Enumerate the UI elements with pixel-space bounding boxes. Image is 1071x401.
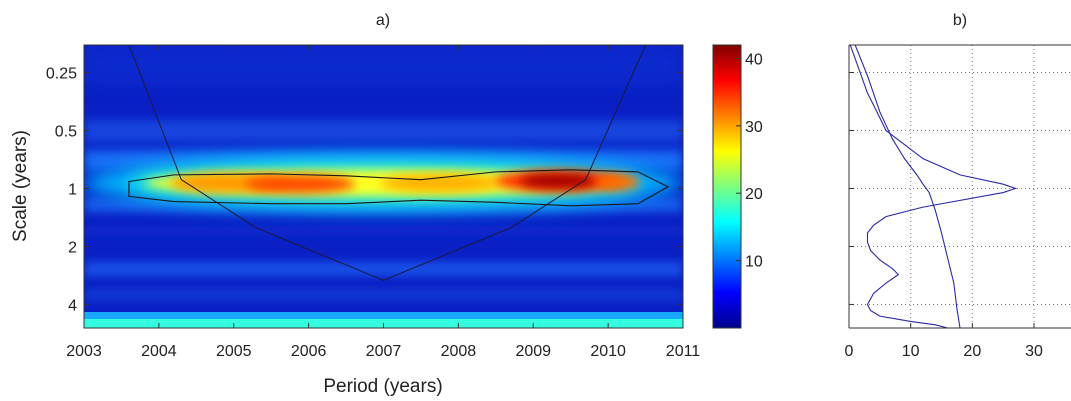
colorbar-tick-label: 20 — [745, 186, 763, 203]
x-tick-label: 2008 — [441, 343, 477, 360]
colorbar-tick-label: 30 — [745, 119, 763, 136]
x-tick-label: 10 — [902, 343, 920, 360]
x-tick-label: 0 — [845, 343, 854, 360]
x-tick-label: 2009 — [515, 343, 551, 360]
y-tick-label: 2 — [68, 239, 77, 256]
significance-contour — [128, 169, 670, 207]
colorbar-tick-label: 40 — [745, 51, 763, 68]
x-tick-label: 2005 — [216, 343, 252, 360]
x-tick-label: 2010 — [590, 343, 626, 360]
y-tick-label: 1 — [68, 181, 77, 198]
x-tick-label: 2003 — [66, 343, 102, 360]
cone-of-influence — [128, 45, 647, 281]
x-tick-label: 2006 — [291, 343, 327, 360]
y-tick-label: 4 — [68, 297, 77, 314]
panel-a-xlabel: Period (years) — [323, 376, 442, 397]
colorbar — [712, 44, 742, 329]
x-tick-label: 20 — [963, 343, 981, 360]
panel-b-axes: 0 10 20 30 — [845, 71, 1043, 360]
panel-a-axes: 2003 2004 2005 2006 2007 2008 2009 2010 2011 0.25… — [46, 45, 700, 360]
x-tick-label: 2007 — [366, 343, 402, 360]
y-tick-label: 0.5 — [55, 123, 77, 140]
panel-b-title: b) — [953, 12, 967, 29]
spectrum-line-2 — [854, 45, 961, 328]
panel-a-ylabel: Scale (years) — [10, 130, 31, 242]
power-heatmap — [84, 45, 683, 328]
panel-a-title: a) — [376, 12, 390, 29]
x-tick-label: 2004 — [141, 343, 177, 360]
x-tick-label: 2011 — [666, 343, 701, 360]
spectrum-line-1 — [849, 45, 1018, 328]
colorbar-tick-label: 10 — [745, 254, 763, 271]
heatmap-overlays — [128, 45, 670, 281]
x-tick-label: 30 — [1025, 343, 1043, 360]
panel-b-lines — [849, 45, 1018, 328]
colorbar-axis: 10 20 30 40 — [736, 51, 763, 271]
y-tick-label: 0.25 — [46, 65, 77, 82]
